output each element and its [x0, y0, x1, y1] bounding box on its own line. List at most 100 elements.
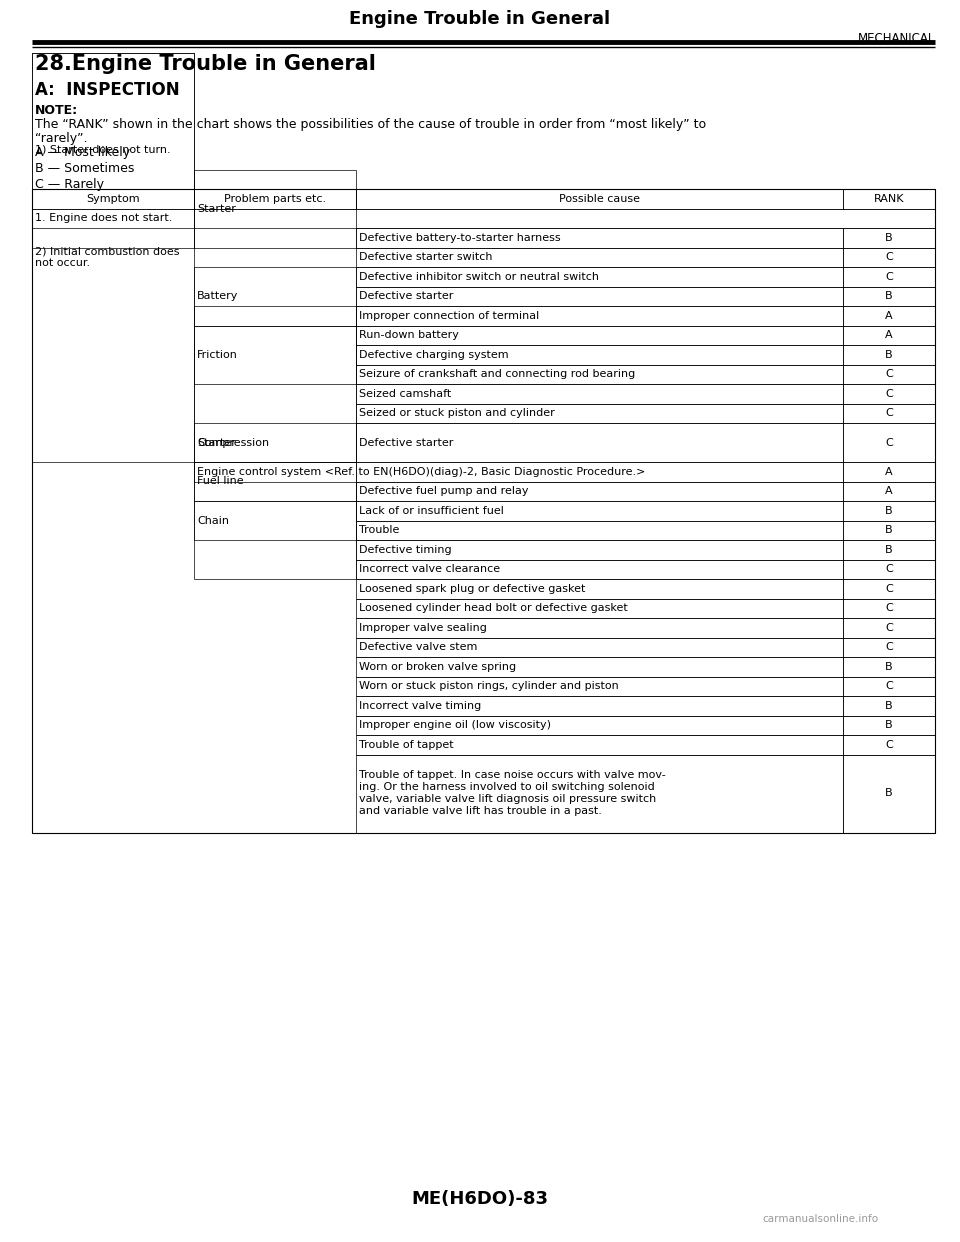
Text: Trouble of tappet: Trouble of tappet — [359, 740, 454, 750]
Text: Symptom: Symptom — [86, 194, 140, 204]
Text: C: C — [885, 272, 893, 282]
Bar — [843, 677, 935, 696]
Text: Friction: Friction — [197, 350, 238, 360]
Bar — [356, 735, 843, 754]
Text: 2) Initial combustion does: 2) Initial combustion does — [35, 246, 180, 256]
Bar — [356, 247, 843, 267]
Text: Incorrect valve timing: Incorrect valve timing — [359, 700, 481, 710]
Text: valve, variable valve lift diagnosis oil pressure switch: valve, variable valve lift diagnosis oil… — [359, 795, 657, 805]
Bar — [843, 345, 935, 364]
Text: Seized camshaft: Seized camshaft — [359, 389, 451, 399]
Bar — [194, 267, 356, 325]
Bar — [843, 520, 935, 540]
Bar — [843, 619, 935, 637]
Text: “rarely”.: “rarely”. — [35, 132, 87, 145]
Text: A: A — [885, 330, 893, 340]
Text: ME(H6DO)-83: ME(H6DO)-83 — [412, 1190, 548, 1208]
Text: Defective battery-to-starter harness: Defective battery-to-starter harness — [359, 232, 561, 242]
Bar — [356, 619, 843, 637]
Text: Defective timing: Defective timing — [359, 545, 451, 555]
Bar — [356, 189, 843, 209]
Text: 1. Engine does not start.: 1. Engine does not start. — [35, 214, 173, 224]
Bar — [843, 637, 935, 657]
Text: C: C — [885, 437, 893, 447]
Text: B: B — [885, 350, 893, 360]
Bar — [356, 559, 843, 579]
Text: Run-down battery: Run-down battery — [359, 330, 459, 340]
Text: Seized or stuck piston and cylinder: Seized or stuck piston and cylinder — [359, 409, 555, 419]
Text: Loosened spark plug or defective gasket: Loosened spark plug or defective gasket — [359, 584, 586, 594]
Text: B: B — [885, 789, 893, 799]
Bar — [843, 384, 935, 404]
Text: Problem parts etc.: Problem parts etc. — [224, 194, 326, 204]
Bar — [356, 715, 843, 735]
Bar — [356, 384, 843, 404]
Text: C: C — [885, 564, 893, 574]
Text: Defective starter: Defective starter — [359, 437, 453, 447]
Text: C: C — [885, 409, 893, 419]
Bar — [356, 404, 843, 424]
Bar — [843, 462, 935, 482]
Bar — [356, 637, 843, 657]
Bar — [843, 579, 935, 599]
Bar — [843, 715, 935, 735]
Text: B: B — [885, 700, 893, 710]
Bar — [843, 599, 935, 619]
Text: Starter: Starter — [197, 437, 236, 447]
Bar — [843, 754, 935, 832]
Text: Incorrect valve clearance: Incorrect valve clearance — [359, 564, 500, 574]
Bar — [843, 325, 935, 345]
Text: B: B — [885, 662, 893, 672]
Bar — [32, 189, 194, 209]
Text: B: B — [885, 232, 893, 242]
Bar — [356, 229, 843, 247]
Text: B: B — [885, 525, 893, 535]
Text: C: C — [885, 642, 893, 652]
Bar — [843, 229, 935, 247]
Bar — [356, 696, 843, 715]
Text: Trouble: Trouble — [359, 525, 399, 535]
Bar — [32, 52, 194, 247]
Text: Improper engine oil (low viscosity): Improper engine oil (low viscosity) — [359, 720, 551, 730]
Text: Improper valve sealing: Improper valve sealing — [359, 622, 487, 632]
Bar — [843, 267, 935, 287]
Text: C — Rarely: C — Rarely — [35, 178, 104, 191]
Bar — [356, 501, 843, 520]
Text: 28.Engine Trouble in General: 28.Engine Trouble in General — [35, 53, 376, 75]
Text: A:  INSPECTION: A: INSPECTION — [35, 81, 180, 99]
Text: Lack of or insufficient fuel: Lack of or insufficient fuel — [359, 505, 504, 515]
Text: Defective inhibitor switch or neutral switch: Defective inhibitor switch or neutral sw… — [359, 272, 599, 282]
Text: Starter: Starter — [197, 204, 236, 214]
Text: C: C — [885, 252, 893, 262]
Bar — [32, 209, 935, 229]
Bar — [843, 482, 935, 501]
Text: C: C — [885, 389, 893, 399]
Text: C: C — [885, 584, 893, 594]
Bar — [356, 325, 843, 345]
Text: Loosened cylinder head bolt or defective gasket: Loosened cylinder head bolt or defective… — [359, 604, 628, 614]
Bar — [843, 540, 935, 559]
Text: Fuel line: Fuel line — [197, 477, 244, 487]
Text: B — Sometimes: B — Sometimes — [35, 161, 134, 175]
Bar — [356, 677, 843, 696]
Text: Trouble of tappet. In case noise occurs with valve mov-: Trouble of tappet. In case noise occurs … — [359, 770, 665, 780]
Bar — [843, 657, 935, 677]
Text: Defective fuel pump and relay: Defective fuel pump and relay — [359, 487, 529, 497]
Bar — [843, 501, 935, 520]
Text: A: A — [885, 310, 893, 320]
Text: Defective charging system: Defective charging system — [359, 350, 509, 360]
Text: and variable valve lift has trouble in a past.: and variable valve lift has trouble in a… — [359, 806, 602, 816]
Text: NOTE:: NOTE: — [35, 104, 78, 117]
Text: ing. Or the harness involved to oil switching solenoid: ing. Or the harness involved to oil swit… — [359, 782, 655, 792]
Bar — [356, 657, 843, 677]
Bar — [843, 696, 935, 715]
Bar — [843, 424, 935, 462]
Text: not occur.: not occur. — [35, 258, 90, 268]
Bar — [356, 287, 843, 306]
Text: C: C — [885, 622, 893, 632]
Text: Engine control system <Ref. to EN(H6DO)(diag)-2, Basic Diagnostic Procedure.>: Engine control system <Ref. to EN(H6DO)(… — [197, 467, 645, 477]
Text: Improper connection of terminal: Improper connection of terminal — [359, 310, 540, 320]
Text: C: C — [885, 740, 893, 750]
Bar — [843, 287, 935, 306]
Bar — [356, 520, 843, 540]
